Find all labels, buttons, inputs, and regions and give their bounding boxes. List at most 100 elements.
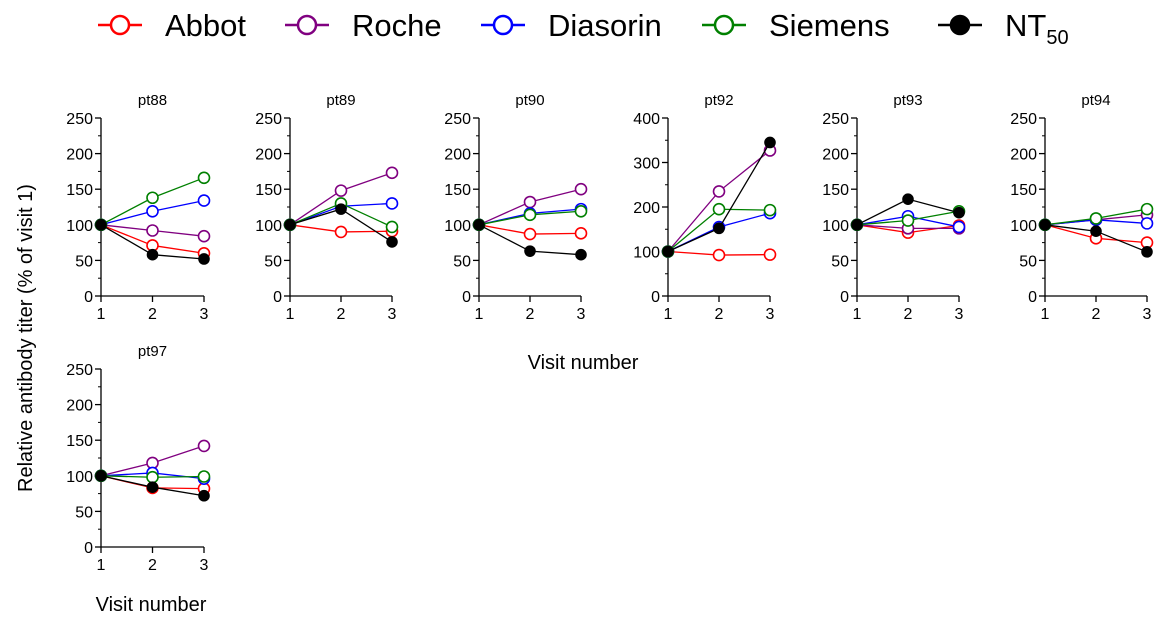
data-point-siemens xyxy=(574,204,588,218)
data-point-diasorin xyxy=(385,197,399,210)
x-tick-label: 3 xyxy=(388,306,397,323)
panel-title: pt94 xyxy=(1081,92,1110,109)
panel-pt92: pt92 0 100 200 300 400 1 2 3 xyxy=(633,92,777,323)
x-tick-label: 2 xyxy=(337,306,346,323)
data-point-siemens xyxy=(197,470,211,483)
y-tick-label: 50 xyxy=(831,253,849,270)
y-tick-label: 0 xyxy=(840,289,849,306)
data-point-roche xyxy=(712,185,726,198)
y-axis-label: Relative antibody titer (% of visit 1) xyxy=(15,184,37,492)
data-point-nt50 xyxy=(902,193,914,205)
x-tick-label: 3 xyxy=(200,557,209,574)
panel-pt94: pt94 0 50 100 150 200 250 1 2 3 xyxy=(1010,92,1154,323)
series-nt50 xyxy=(95,219,210,265)
y-tick-label: 100 xyxy=(1010,218,1037,235)
y-tick-label: 200 xyxy=(66,147,93,164)
data-point-abbot xyxy=(523,227,537,241)
y-tick-label: 250 xyxy=(1010,111,1037,128)
x-tick-label: 1 xyxy=(97,557,106,574)
data-point-nt50 xyxy=(95,469,107,482)
data-point-nt50 xyxy=(95,219,107,231)
panel-pt90: pt90 0 50 100 150 200 250 1 2 3 xyxy=(444,92,588,323)
series-siemens xyxy=(94,469,211,484)
panel-pt89: pt89 0 50 100 150 200 250 1 2 3 xyxy=(255,92,399,323)
y-tick-label: 0 xyxy=(462,289,471,306)
x-tick-label: 2 xyxy=(148,557,157,574)
x-tick-label: 3 xyxy=(200,306,209,323)
data-point-siemens xyxy=(146,470,159,484)
data-point-nt50 xyxy=(1039,219,1051,231)
data-point-diasorin xyxy=(952,220,966,234)
data-point-roche xyxy=(385,166,399,180)
data-point-nt50 xyxy=(575,248,587,261)
y-tick-label: 50 xyxy=(1019,253,1037,270)
data-point-abbot xyxy=(334,225,348,239)
series-abbot xyxy=(661,245,777,262)
series-nt50 xyxy=(284,203,398,248)
panel-pt97: pt97 0 50 100 150 200 250 1 2 3 xyxy=(66,343,211,574)
data-point-nt50 xyxy=(386,236,398,248)
data-point-roche xyxy=(197,439,211,453)
data-point-diasorin xyxy=(197,194,211,207)
y-tick-label: 200 xyxy=(633,200,660,217)
y-tick-label: 50 xyxy=(75,504,93,521)
data-point-nt50 xyxy=(335,203,347,215)
series-roche xyxy=(472,182,588,232)
y-tick-label: 250 xyxy=(255,111,282,128)
legend-marker-abbot xyxy=(109,14,131,36)
y-tick-label: 200 xyxy=(444,147,471,164)
data-point-nt50 xyxy=(146,481,159,493)
x-axis-label-row1: Visit number xyxy=(528,352,639,374)
x-tick-label: 1 xyxy=(97,306,106,323)
y-tick-label: 100 xyxy=(66,218,93,235)
legend-marker-roche xyxy=(296,14,318,36)
y-tick-label: 150 xyxy=(444,182,471,199)
legend-label-siemens: Siemens xyxy=(769,8,890,43)
legend-marker-nt xyxy=(949,14,971,36)
y-tick-label: 0 xyxy=(84,289,93,306)
x-tick-label: 3 xyxy=(766,306,775,323)
data-point-diasorin xyxy=(1140,217,1154,230)
y-tick-label: 200 xyxy=(66,398,93,415)
data-point-siemens xyxy=(146,191,159,205)
data-point-nt50 xyxy=(1141,246,1153,258)
data-point-siemens xyxy=(385,220,399,234)
x-tick-label: 1 xyxy=(286,306,295,323)
y-tick-label: 250 xyxy=(444,111,471,128)
y-tick-label: 100 xyxy=(255,218,282,235)
data-point-abbot xyxy=(712,248,726,262)
series-nt50 xyxy=(851,193,965,231)
y-tick-label: 0 xyxy=(84,540,93,557)
data-point-siemens xyxy=(523,208,537,222)
legend: Abbot Roche Diasorin Siemens NT50 xyxy=(98,8,1069,49)
data-point-roche xyxy=(574,182,588,196)
data-point-nt50 xyxy=(953,206,965,219)
x-tick-label: 1 xyxy=(475,306,484,323)
data-point-siemens xyxy=(712,202,726,216)
x-tick-label: 1 xyxy=(853,306,862,323)
legend-label-roche: Roche xyxy=(352,8,442,43)
y-tick-label: 150 xyxy=(822,182,849,199)
panel-pt93: pt93 0 50 100 150 200 250 1 2 3 xyxy=(822,92,966,323)
data-point-siemens xyxy=(1089,212,1103,225)
series-roche xyxy=(94,218,211,243)
x-tick-label: 2 xyxy=(148,306,157,323)
legend-marker-diasorin xyxy=(492,14,514,36)
x-tick-label: 1 xyxy=(664,306,673,323)
series-line-roche xyxy=(667,149,771,252)
data-point-nt50 xyxy=(851,219,863,231)
data-point-abbot xyxy=(574,227,588,240)
panel-title: pt90 xyxy=(515,92,544,109)
y-tick-label: 50 xyxy=(264,253,282,270)
series-nt50 xyxy=(1039,219,1153,258)
data-point-nt50 xyxy=(524,245,536,257)
legend-label-diasorin: Diasorin xyxy=(548,8,662,43)
data-point-abbot xyxy=(763,248,777,261)
y-tick-label: 200 xyxy=(822,147,849,164)
panel-title: pt97 xyxy=(138,343,167,360)
y-tick-label: 150 xyxy=(1010,182,1037,199)
y-tick-label: 250 xyxy=(822,111,849,128)
x-axis-label-row2: Visit number xyxy=(96,594,207,616)
x-tick-label: 2 xyxy=(526,306,535,323)
data-point-nt50 xyxy=(198,253,210,265)
